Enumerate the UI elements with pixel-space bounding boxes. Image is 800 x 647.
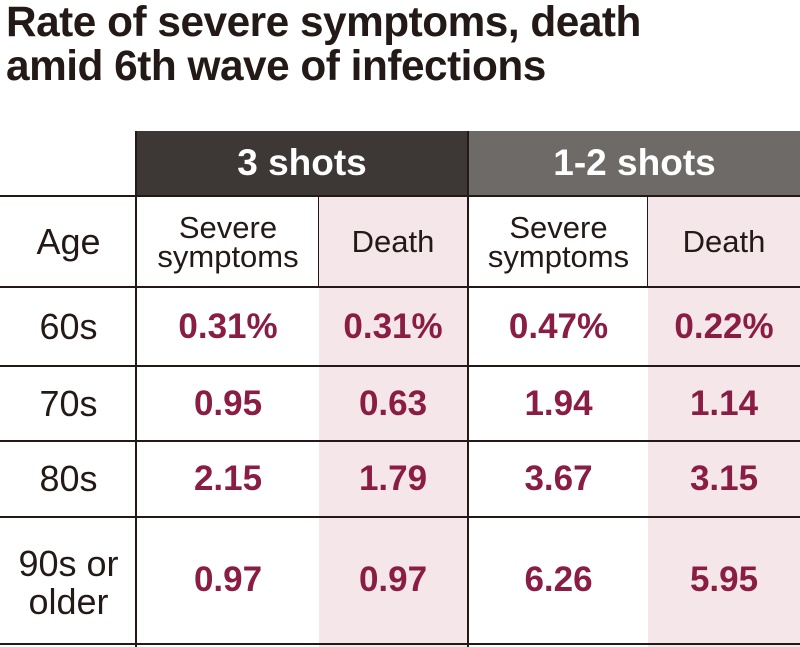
table-cell: 0.47% — [508, 306, 609, 346]
chart-title-line-2: amid 6th wave of infections — [6, 42, 546, 90]
column-header-3-shots-death: Death — [351, 224, 435, 259]
table-cell: 1.79 — [358, 459, 428, 498]
grid-line-age-divider — [135, 131, 137, 647]
table-cell: 5.95 — [689, 560, 759, 599]
table-cell: 0.63 — [358, 383, 428, 423]
table-cell: 1.94 — [524, 383, 593, 423]
grid-line-header — [0, 286, 800, 288]
table-cell: 6.26 — [524, 560, 593, 599]
grid-line-row-1 — [0, 365, 800, 367]
group-header-1-2-shots-label: 1-2 shots — [553, 142, 716, 183]
death-column-bg-1-2-shots — [648, 197, 800, 647]
grid-line-3-shots-divider — [318, 197, 319, 286]
chart-title: Rate of severe symptoms, death amid 6th … — [6, 0, 784, 88]
grid-line-row-2 — [0, 440, 800, 442]
table-cell: 0.97 — [193, 560, 263, 599]
chart-title-line-1: Rate of severe symptoms, death — [6, 0, 641, 46]
grid-line-top — [0, 195, 800, 197]
table-cell: 2.15 — [193, 459, 263, 498]
row-label-90s-or-older: 90s or older — [18, 542, 119, 622]
table-cell: 1.14 — [689, 383, 759, 423]
row-label-80s: 80s — [39, 458, 98, 499]
table-cell: 0.97 — [358, 560, 428, 599]
table-cell: 3.67 — [524, 459, 593, 498]
grid-line-group-divider — [467, 131, 469, 647]
death-column-bg-3-shots — [319, 197, 467, 647]
column-header-3-shots-severe: Severe symptoms — [157, 209, 299, 274]
group-header-3-shots-label: 3 shots — [237, 142, 367, 183]
column-header-1-2-shots-death: Death — [682, 224, 766, 259]
row-label-70s: 70s — [39, 382, 98, 424]
grid-line-row-3 — [0, 516, 800, 518]
table-cell: 0.95 — [193, 383, 263, 423]
group-header-1-2-shots: 1-2 shots — [469, 131, 800, 195]
group-header-3-shots: 3 shots — [137, 131, 467, 195]
row-label-60s: 60s — [39, 305, 98, 347]
column-header-1-2-shots-severe: Severe symptoms — [487, 209, 630, 274]
table-cell: 0.31% — [343, 306, 443, 346]
age-column-header: Age — [36, 220, 101, 262]
grid-line-1-2-shots-divider — [647, 197, 648, 286]
table-cell: 0.22% — [674, 306, 774, 346]
table-cell: 0.31% — [178, 306, 278, 346]
grid-line-bottom — [0, 643, 800, 645]
table-cell: 3.15 — [689, 459, 759, 498]
